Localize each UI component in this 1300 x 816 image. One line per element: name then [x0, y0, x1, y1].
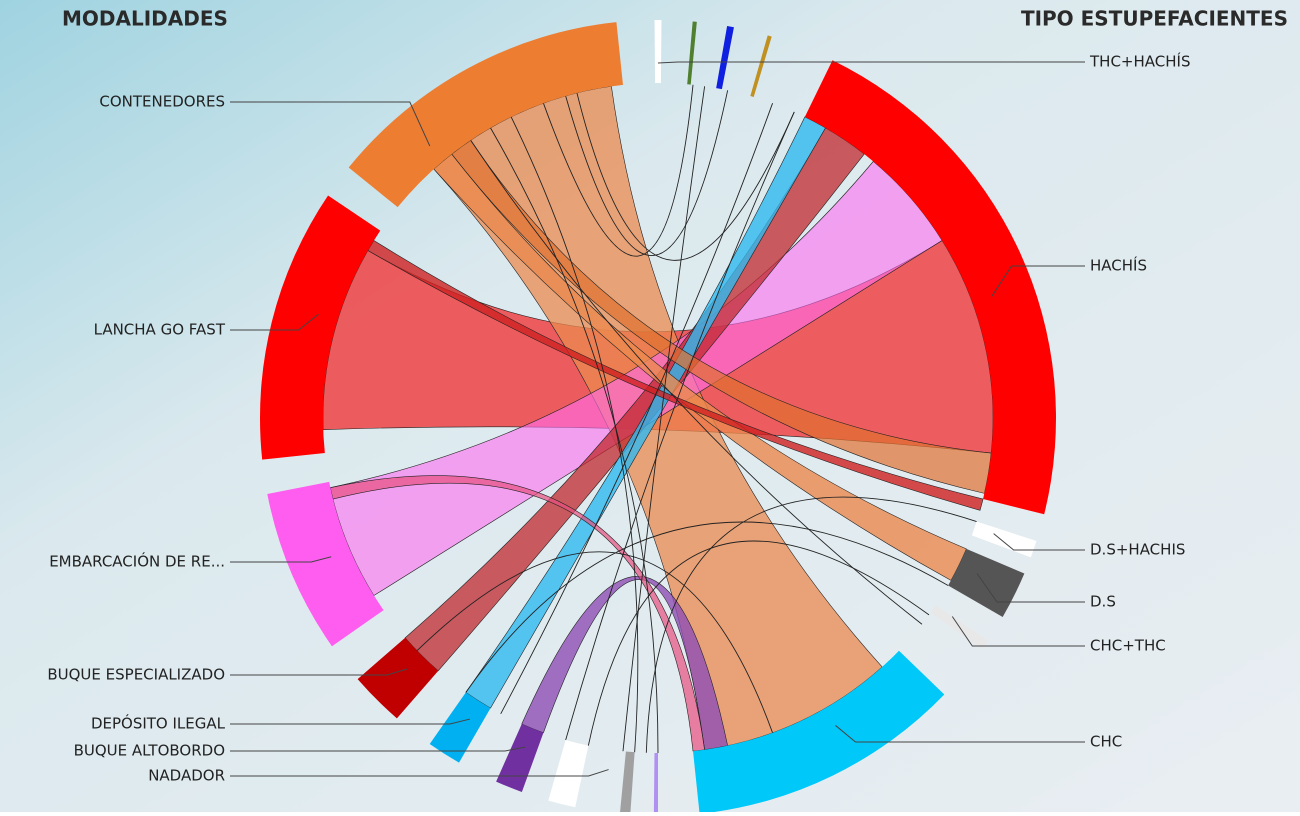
leader-line	[230, 718, 470, 725]
thin-chord	[500, 103, 773, 714]
leader-line	[835, 725, 1085, 743]
leader-line	[230, 556, 332, 563]
arc-segment	[948, 548, 1025, 617]
thin-chord	[543, 84, 694, 257]
arc-segment	[716, 26, 734, 90]
leader-line	[993, 533, 1085, 551]
ribbon	[521, 575, 729, 751]
ribbon	[465, 116, 826, 709]
leader-line	[230, 746, 526, 752]
modalidad-label: CONTENEDORES	[99, 93, 225, 111]
arcs	[260, 20, 1057, 816]
arc-segment	[348, 22, 623, 208]
estupefaciente-label: D.S	[1090, 593, 1116, 611]
thin-chord	[510, 116, 639, 753]
leader-line	[230, 313, 319, 331]
leader-line	[951, 616, 1085, 647]
leader-line	[230, 769, 609, 777]
arc-segment	[687, 21, 697, 85]
leader-line	[657, 61, 1085, 64]
leader-line	[991, 265, 1085, 297]
thin-chord	[587, 540, 930, 746]
thin-chord	[465, 521, 949, 693]
modalidad-label: EMBARCACIÓN DE RE...	[49, 552, 225, 571]
ribbons	[322, 84, 994, 754]
thin-chord	[622, 86, 706, 752]
thin-chord	[576, 92, 795, 261]
right-title: TIPO ESTUPEFACIENTES	[1021, 7, 1288, 31]
arc-segment	[267, 481, 384, 647]
arc-segment	[548, 740, 589, 808]
thin-chord	[565, 111, 795, 741]
leader-line	[230, 668, 408, 676]
arc-segment	[619, 751, 635, 816]
modalidad-label: BUQUE ALTOBORDO	[74, 742, 225, 760]
arc-segment	[750, 35, 772, 97]
arc-segment	[693, 650, 945, 814]
arc-segment	[653, 752, 658, 816]
arc-segment	[804, 60, 1057, 515]
arc-segment	[357, 637, 439, 719]
arc-segment	[429, 692, 491, 763]
labels: CONTENEDORES LANCHA GO FAST EMBARCACIÓN DE…	[47, 52, 1190, 785]
modalidad-label: DEPÓSITO ILEGAL	[91, 714, 226, 733]
arc-segment	[971, 521, 1037, 558]
arc-segment	[654, 20, 662, 84]
left-title: MODALIDADES	[62, 7, 228, 31]
estupefaciente-label: CHC+THC	[1090, 637, 1166, 655]
arc-segment	[496, 724, 544, 792]
estupefaciente-label: HACHÍS	[1090, 256, 1147, 275]
thin-chord	[416, 551, 773, 733]
estupefaciente-label: CHC	[1090, 733, 1122, 751]
modalidad-label: BUQUE ESPECIALIZADO	[47, 666, 225, 684]
estupefaciente-label: D.S+HACHIS	[1090, 541, 1185, 559]
thin-chord	[565, 90, 729, 256]
modalidad-label: NADADOR	[148, 767, 225, 785]
leader-line	[976, 573, 1085, 603]
modalidad-label: LANCHA GO FAST	[94, 321, 226, 339]
estupefaciente-label: THC+HACHÍS	[1089, 52, 1190, 71]
arc-segment	[260, 195, 381, 460]
leader-line	[230, 101, 431, 147]
thin-chord	[645, 496, 977, 753]
